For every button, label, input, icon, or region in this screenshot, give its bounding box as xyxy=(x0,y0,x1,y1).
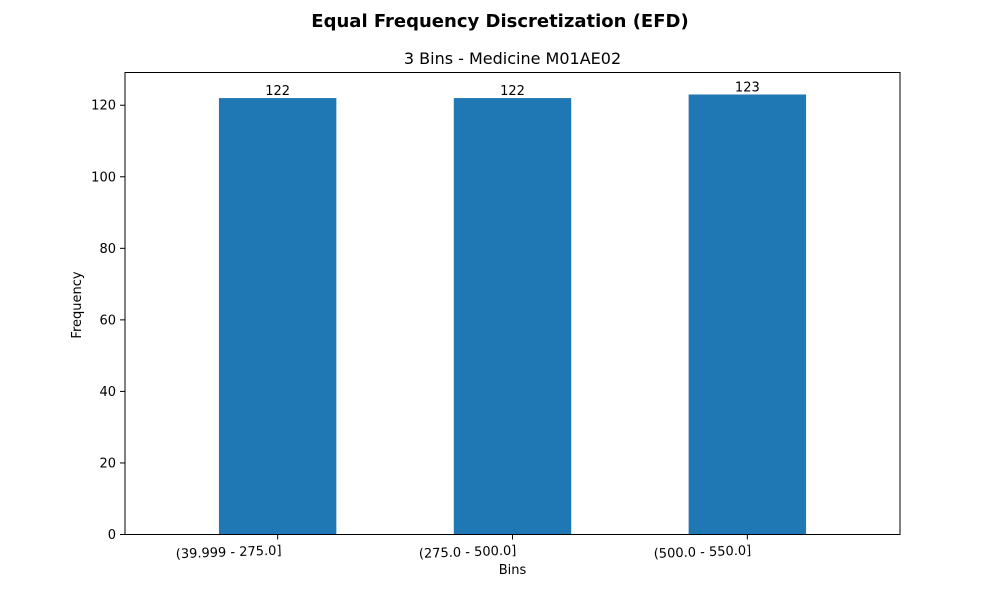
y-axis-label: Frequency xyxy=(70,271,85,338)
y-tick-label-40: 40 xyxy=(99,385,116,400)
bar-3 xyxy=(688,94,807,535)
x-tick-label-1: (39.999 - 275.0] xyxy=(176,544,282,563)
x-axis-label: Bins xyxy=(499,563,527,578)
plot-frame xyxy=(124,72,901,535)
bar-value-label-2: 122 xyxy=(500,84,525,99)
y-tick-label-20: 20 xyxy=(99,456,116,471)
bars-layer xyxy=(218,94,807,535)
x-tick-label-2: (275.0 - 500.0] xyxy=(419,544,517,562)
y-tick-label-100: 100 xyxy=(91,170,116,185)
bar-2 xyxy=(453,98,572,535)
y-tick-label-80: 80 xyxy=(99,242,116,257)
x-tick-label-3: (500.0 - 550.0] xyxy=(653,544,751,562)
data-labels-layer: 122 122 123 xyxy=(265,81,760,100)
bar-value-label-3: 123 xyxy=(735,81,760,96)
bar-value-label-1: 122 xyxy=(265,84,290,99)
y-tick-label-60: 60 xyxy=(99,313,116,328)
y-tick-label-0: 0 xyxy=(108,528,116,543)
y-tick-label-120: 120 xyxy=(91,99,116,114)
chart-title: 3 Bins - Medicine M01AE02 xyxy=(404,49,621,68)
figure-title: Equal Frequency Discretization (EFD) xyxy=(311,11,688,32)
ticks-layer: (39.999 - 275.0] (275.0 - 500.0] (500.0 - … xyxy=(91,99,751,562)
bar-1 xyxy=(218,98,337,535)
